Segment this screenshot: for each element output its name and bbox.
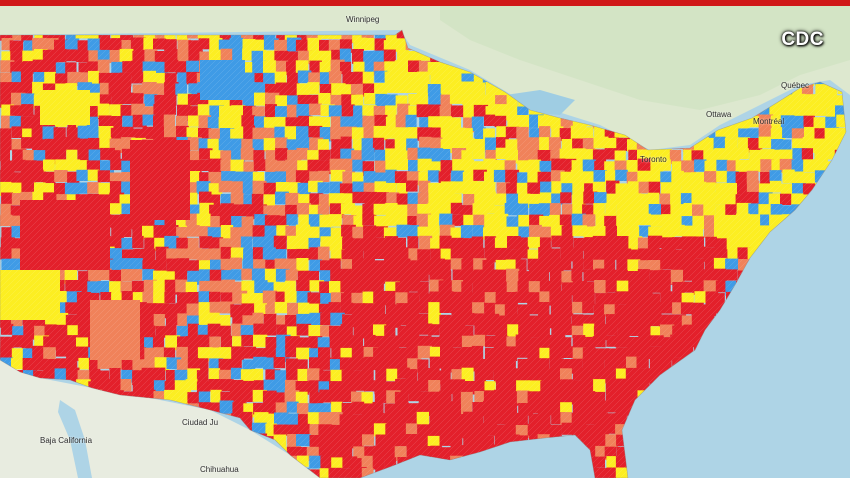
us-border bbox=[0, 29, 847, 478]
place-label-chihuahua: Chihuahua bbox=[200, 465, 239, 474]
place-label-montreal: Montréal bbox=[753, 117, 785, 126]
place-label-toronto: Toronto bbox=[640, 155, 667, 164]
place-label-baja-california: Baja California bbox=[40, 436, 93, 445]
gulf-of-california bbox=[58, 400, 92, 478]
place-label-winnipeg: Winnipeg bbox=[346, 15, 380, 24]
place-label-ottawa: Ottawa bbox=[706, 110, 732, 119]
place-label-quebec: Québec bbox=[781, 81, 810, 90]
source-badge: CDC bbox=[781, 29, 824, 50]
canada-forest bbox=[440, 0, 850, 110]
place-label-ciudad-juarez: Ciudad Ju bbox=[182, 418, 219, 427]
top-banner-strip bbox=[0, 0, 850, 6]
